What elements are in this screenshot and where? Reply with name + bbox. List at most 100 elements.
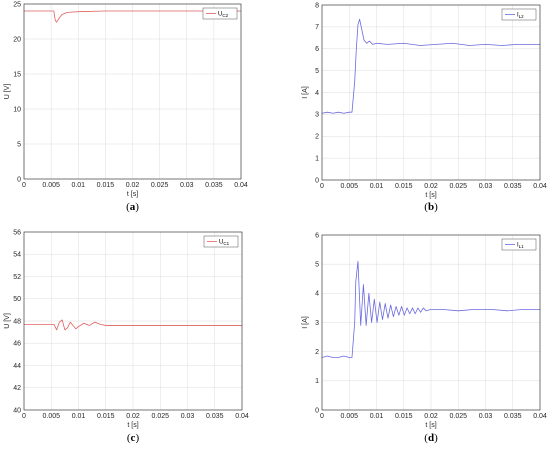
axes-frame bbox=[321, 4, 541, 181]
x-axis-label: t [s] bbox=[127, 191, 138, 198]
x-tick-label: 0.04 bbox=[235, 413, 249, 420]
y-tick-label: 54 bbox=[13, 252, 21, 259]
x-axis-label: t [s] bbox=[127, 422, 138, 429]
x-tick-label: 0.015 bbox=[97, 413, 115, 420]
legend: IL2 bbox=[501, 8, 537, 21]
x-tick-label: 0 bbox=[320, 183, 324, 190]
x-tick-label: 0.02 bbox=[126, 413, 140, 420]
x-tick-label: 0.01 bbox=[370, 413, 384, 420]
legend-name: I bbox=[517, 13, 519, 19]
x-tick-label: 0.01 bbox=[370, 183, 384, 190]
y-tick-label: 7 bbox=[315, 24, 319, 31]
x-tick-label: 0.02 bbox=[424, 183, 438, 190]
legend-box bbox=[202, 7, 238, 20]
legend-name: I bbox=[517, 243, 519, 249]
x-tick-label: 0.01 bbox=[72, 413, 86, 420]
legend: UC2 bbox=[202, 7, 238, 20]
panel-caption: (a) bbox=[126, 201, 139, 213]
x-tick-label: 0.025 bbox=[449, 183, 467, 190]
y-tick-label: 6 bbox=[315, 46, 319, 53]
legend-subscript: C1 bbox=[223, 241, 229, 246]
y-tick-label: 2 bbox=[315, 134, 319, 141]
x-tick-label: 0.005 bbox=[340, 413, 358, 420]
series-line-b bbox=[321, 18, 540, 114]
legend-label: IL1 bbox=[517, 243, 524, 250]
x-tick-label: 0 bbox=[320, 413, 324, 420]
y-tick-label: 5 bbox=[17, 141, 21, 148]
axes-frame bbox=[321, 234, 541, 411]
x-axis-label: t [s] bbox=[425, 192, 436, 199]
legend-subscript: L1 bbox=[519, 244, 525, 249]
panel-caption: (d) bbox=[424, 432, 438, 444]
chart-d: 0 0.005 0.01 0.015 0.02 0.025 0.03 0.035 0.04 0 1 2… bbox=[302, 232, 547, 444]
x-tick-label: 0.02 bbox=[424, 413, 438, 420]
legend-subscript: L2 bbox=[519, 14, 525, 19]
y-tick-label: 2 bbox=[315, 349, 319, 356]
legend-label: UC1 bbox=[219, 240, 230, 247]
panel-caption: (b) bbox=[424, 201, 438, 213]
x-tick-label: 0.04 bbox=[234, 182, 248, 189]
y-tick-label: 44 bbox=[13, 363, 21, 370]
y-tick-label: 15 bbox=[13, 71, 21, 78]
x-tick-label: 0.03 bbox=[180, 182, 194, 189]
legend-box bbox=[501, 238, 537, 251]
legend-box bbox=[203, 235, 239, 248]
x-tick-label: 0.025 bbox=[151, 413, 169, 420]
panel-caption-letter: c bbox=[131, 432, 136, 444]
y-tick-label: 56 bbox=[13, 229, 21, 236]
legend: IL1 bbox=[501, 238, 537, 251]
y-tick-label: 4 bbox=[315, 291, 319, 298]
x-tick-label: 0.005 bbox=[42, 182, 60, 189]
y-tick-label: 0 bbox=[315, 177, 319, 184]
y-tick-label: 50 bbox=[13, 296, 21, 303]
series-line-a bbox=[24, 10, 241, 23]
chart-b: 0 0.005 0.01 0.015 0.02 0.025 0.03 0.035 0.04 0 1 2… bbox=[302, 2, 547, 213]
series-line-d bbox=[321, 260, 540, 358]
y-tick-label: 52 bbox=[13, 274, 21, 281]
axes-frame bbox=[23, 231, 243, 411]
series-line-c bbox=[24, 319, 242, 331]
legend-subscript: C2 bbox=[222, 13, 228, 18]
y-tick-label: 0 bbox=[315, 407, 319, 414]
y-tick-label: 40 bbox=[13, 407, 21, 414]
y-tick-label: 5 bbox=[315, 68, 319, 75]
x-tick-label: 0.04 bbox=[533, 183, 547, 190]
panel-caption-letter: a bbox=[130, 201, 136, 213]
chart-a: 0 0.005 0.01 0.015 0.02 0.025 0.03 0.035 0.04 0 5 1… bbox=[4, 1, 248, 213]
y-tick-label: 25 bbox=[13, 1, 21, 8]
y-tick-label: 3 bbox=[315, 112, 319, 119]
y-tick-label: 5 bbox=[315, 261, 319, 268]
y-tick-label: 6 bbox=[315, 232, 319, 239]
chart-c: 0 0.005 0.01 0.015 0.02 0.025 0.03 0.035 0.04 40 4… bbox=[4, 229, 249, 444]
x-tick-label: 0.025 bbox=[151, 182, 169, 189]
x-tick-label: 0.03 bbox=[181, 413, 195, 420]
y-tick-label: 10 bbox=[13, 106, 21, 113]
legend-name: U bbox=[219, 240, 223, 246]
x-tick-label: 0 bbox=[22, 413, 26, 420]
x-tick-label: 0.005 bbox=[42, 413, 60, 420]
y-axis-label: I [A] bbox=[302, 86, 309, 99]
panel-caption-letter: b bbox=[428, 201, 434, 213]
y-tick-label: 1 bbox=[315, 378, 319, 385]
legend-label: UC2 bbox=[218, 12, 229, 19]
y-tick-label: 46 bbox=[13, 341, 21, 348]
x-tick-label: 0.005 bbox=[340, 183, 358, 190]
y-tick-label: 3 bbox=[315, 320, 319, 327]
y-tick-label: 1 bbox=[315, 155, 319, 162]
x-tick-label: 0.04 bbox=[533, 413, 547, 420]
y-axis-label: I [A] bbox=[302, 316, 309, 329]
x-tick-label: 0.015 bbox=[97, 182, 115, 189]
x-axis-label: t [s] bbox=[425, 422, 436, 429]
x-tick-label: 0 bbox=[22, 182, 26, 189]
x-tick-label: 0.015 bbox=[395, 183, 413, 190]
x-tick-label: 0.035 bbox=[205, 182, 223, 189]
x-tick-label: 0.01 bbox=[71, 182, 85, 189]
y-axis-label: U [V] bbox=[4, 313, 11, 329]
x-tick-label: 0.02 bbox=[126, 182, 140, 189]
y-tick-label: 8 bbox=[315, 2, 319, 9]
x-tick-label: 0.015 bbox=[395, 413, 413, 420]
panel-caption: (c) bbox=[127, 432, 140, 444]
axes-frame bbox=[23, 3, 242, 180]
legend: UC1 bbox=[203, 235, 239, 248]
